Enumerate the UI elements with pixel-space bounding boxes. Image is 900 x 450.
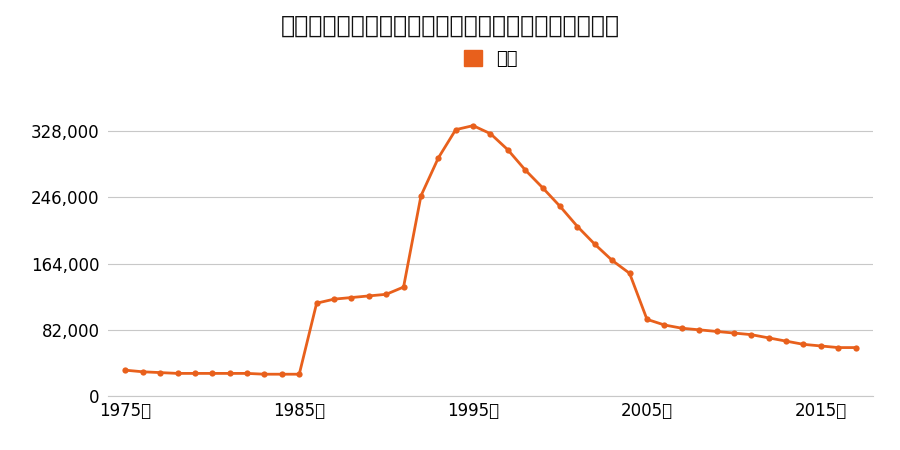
価格 — [798, 342, 809, 347]
価格 — [416, 193, 427, 198]
価格 — [242, 371, 253, 376]
価格 — [607, 258, 617, 263]
価格 — [659, 322, 670, 328]
価格 — [537, 185, 548, 190]
価格 — [728, 330, 739, 336]
価格 — [276, 372, 287, 377]
価格 — [485, 131, 496, 136]
価格 — [815, 343, 826, 349]
価格 — [311, 301, 322, 306]
価格 — [364, 293, 374, 299]
価格 — [625, 270, 635, 276]
価格 — [398, 284, 409, 290]
価格 — [590, 242, 600, 247]
価格 — [468, 123, 479, 128]
価格 — [293, 372, 304, 377]
価格 — [433, 155, 444, 161]
価格 — [763, 335, 774, 341]
価格 — [120, 368, 130, 373]
Line: 価格: 価格 — [122, 122, 859, 378]
価格 — [572, 224, 583, 229]
価格 — [780, 338, 791, 344]
価格 — [450, 127, 461, 132]
価格 — [138, 369, 148, 374]
価格 — [832, 345, 843, 350]
価格 — [224, 371, 235, 376]
価格 — [554, 204, 565, 209]
価格 — [328, 297, 339, 302]
価格 — [155, 370, 166, 375]
価格 — [850, 345, 861, 350]
価格 — [746, 332, 757, 338]
価格 — [642, 317, 652, 322]
価格 — [676, 325, 687, 331]
Text: 福島県いわき市常磐湯本町天王崎４６番４の地価推移: 福島県いわき市常磐湯本町天王崎４６番４の地価推移 — [281, 14, 619, 37]
価格 — [711, 329, 722, 334]
価格 — [172, 371, 183, 376]
Legend: 価格: 価格 — [456, 43, 525, 76]
価格 — [381, 292, 392, 297]
価格 — [190, 371, 201, 376]
価格 — [694, 327, 705, 333]
価格 — [520, 167, 531, 173]
価格 — [207, 371, 218, 376]
価格 — [502, 147, 513, 153]
価格 — [346, 295, 356, 300]
価格 — [259, 372, 270, 377]
